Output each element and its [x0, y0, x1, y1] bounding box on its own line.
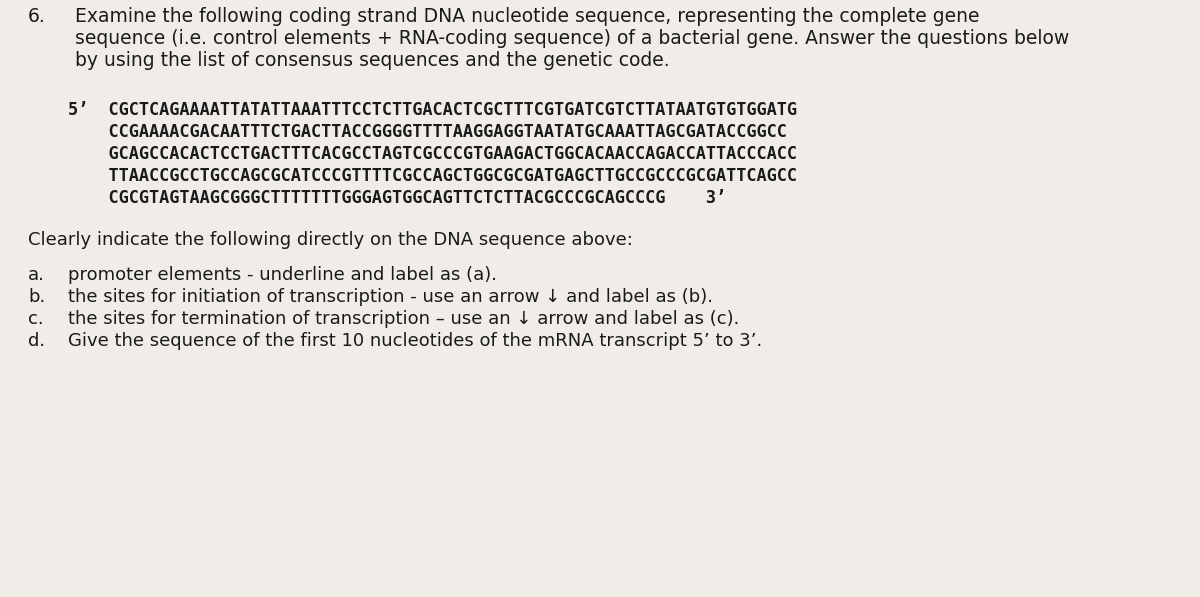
Text: CCGAAAACGACAATTTCTGACTTACCGGGGTTTTAAGGAGGTAATATGCAAATTAGCGATACCGGCC: CCGAAAACGACAATTTCTGACTTACCGGGGTTTTAAGGAG…: [68, 123, 787, 141]
Text: Give the sequence of the first 10 nucleotides of the mRNA transcript 5’ to 3’.: Give the sequence of the first 10 nucleo…: [68, 332, 762, 350]
Text: GCAGCCACACTCCTGACTTTCACGCCTAGTCGCCCGTGAAGACTGGCACAACCAGACCATTACCCACC: GCAGCCACACTCCTGACTTTCACGCCTAGTCGCCCGTGAA…: [68, 145, 797, 163]
Text: Clearly indicate the following directly on the DNA sequence above:: Clearly indicate the following directly …: [28, 231, 632, 249]
Text: 5’  CGCTCAGAAAATTATATTAAATTTCCTCTTGACACTCGCTTTCGTGATCGTCTTATAATGTGTGGATG: 5’ CGCTCAGAAAATTATATTAAATTTCCTCTTGACACTC…: [68, 101, 797, 119]
Text: promoter elements - underline and label as (a).: promoter elements - underline and label …: [68, 266, 497, 284]
Text: sequence (i.e. control elements + RNA-coding sequence) of a bacterial gene. Answ: sequence (i.e. control elements + RNA-co…: [74, 29, 1069, 48]
Text: d.: d.: [28, 332, 46, 350]
Text: TTAACCGCCTGCCAGCGCATCCCGTTTTCGCCAGCTGGCGCGATGAGCTTGCCGCCCGCGATTCAGCC: TTAACCGCCTGCCAGCGCATCCCGTTTTCGCCAGCTGGCG…: [68, 167, 797, 185]
Text: CGCGTAGTAAGCGGGCTTTTTTTGGGAGTGGCAGTTCTCTTACGCCCGCAGCCCG    3’: CGCGTAGTAAGCGGGCTTTTTTTGGGAGTGGCAGTTCTCT…: [68, 189, 726, 207]
Text: a.: a.: [28, 266, 44, 284]
Text: Examine the following coding strand DNA nucleotide sequence, representing the co: Examine the following coding strand DNA …: [74, 7, 979, 26]
Text: the sites for termination of transcription – use an ↓ arrow and label as (c).: the sites for termination of transcripti…: [68, 310, 739, 328]
Text: 6.: 6.: [28, 7, 46, 26]
Text: c.: c.: [28, 310, 43, 328]
Text: by using the list of consensus sequences and the genetic code.: by using the list of consensus sequences…: [74, 51, 670, 70]
Text: the sites for initiation of transcription - use an arrow ↓ and label as (b).: the sites for initiation of transcriptio…: [68, 288, 713, 306]
Text: b.: b.: [28, 288, 46, 306]
